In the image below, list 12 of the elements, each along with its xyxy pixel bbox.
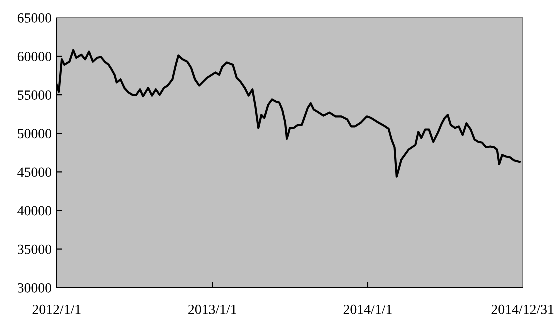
x-tick-label: 2014/12/31: [492, 304, 554, 314]
y-tick-label: 30000: [18, 283, 52, 293]
y-tick-label: 45000: [18, 168, 52, 178]
x-tick-label: 2012/1/1: [32, 304, 81, 314]
y-tick-label: 50000: [18, 129, 52, 139]
y-tick-label: 40000: [18, 206, 52, 216]
y-tick-label: 65000: [18, 14, 52, 23]
y-tick-label: 35000: [18, 244, 52, 254]
y-tick-label: 60000: [18, 52, 52, 62]
x-tick-label: 2013/1/1: [188, 304, 237, 314]
x-tick-label: 2014/1/1: [344, 304, 392, 314]
y-tick-label: 55000: [18, 90, 52, 100]
